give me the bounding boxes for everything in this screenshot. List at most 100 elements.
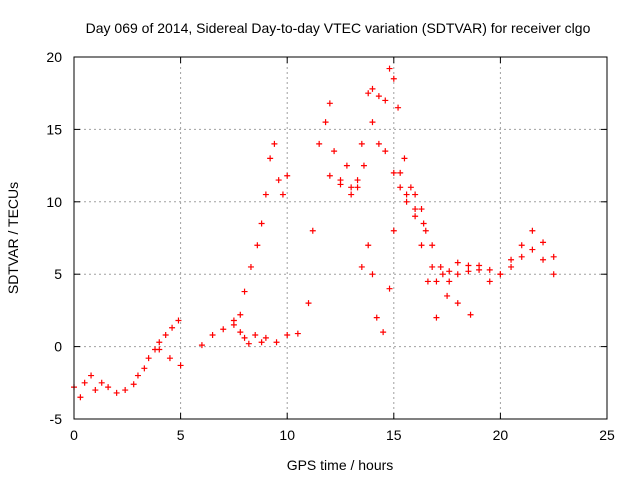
data-point [424, 278, 431, 285]
data-point [322, 119, 329, 126]
data-point [166, 355, 173, 362]
data-point [77, 394, 84, 401]
data-point [348, 184, 355, 191]
data-point [113, 389, 120, 396]
data-point [175, 317, 182, 324]
data-point [365, 90, 372, 97]
data-point [397, 169, 404, 176]
data-point [88, 372, 95, 379]
data-point [418, 206, 425, 213]
x-tick-label: 10 [279, 427, 295, 443]
y-axis-title: SDTVAR / TECUs [5, 182, 21, 294]
y-tick-label: 10 [46, 194, 62, 210]
data-point [209, 332, 216, 339]
data-point [262, 191, 269, 198]
data-point [198, 342, 205, 349]
data-point [401, 155, 408, 162]
data-point [382, 97, 389, 104]
data-point [305, 300, 312, 307]
data-point [369, 271, 376, 278]
data-point [284, 332, 291, 339]
data-point [316, 140, 323, 147]
data-point [237, 329, 244, 336]
data-point [550, 253, 557, 260]
data-point [162, 332, 169, 339]
x-axis-title: GPS time / hours [287, 457, 394, 473]
data-point [365, 242, 372, 249]
data-point [354, 184, 361, 191]
data-point [467, 311, 474, 318]
data-point [279, 191, 286, 198]
data-point [429, 263, 436, 270]
data-point [294, 330, 301, 337]
data-point [386, 285, 393, 292]
data-point [433, 278, 440, 285]
data-point [343, 162, 350, 169]
x-tick-label: 25 [599, 427, 615, 443]
data-point [412, 213, 419, 220]
data-point [508, 263, 515, 270]
y-tick-label: 5 [54, 266, 62, 282]
data-point [508, 256, 515, 263]
data-point [309, 227, 316, 234]
data-series-sdtvar [71, 65, 557, 401]
data-point [177, 362, 184, 369]
data-point [444, 292, 451, 299]
data-point [369, 119, 376, 126]
data-point [486, 266, 493, 273]
data-point [130, 381, 137, 388]
data-point [446, 268, 453, 275]
data-point [375, 140, 382, 147]
data-point [241, 334, 248, 341]
data-point [412, 206, 419, 213]
data-point [380, 329, 387, 336]
data-point [331, 148, 338, 155]
data-point [284, 172, 291, 179]
x-tick-label: 15 [386, 427, 402, 443]
data-point [390, 227, 397, 234]
data-point [403, 198, 410, 205]
data-point [254, 242, 261, 249]
data-point [540, 239, 547, 246]
data-point [518, 242, 525, 249]
data-point [418, 242, 425, 249]
data-point [420, 220, 427, 227]
y-tick-label: 20 [46, 49, 62, 65]
data-point [540, 256, 547, 263]
data-point [550, 271, 557, 278]
data-point [354, 177, 361, 184]
data-point [360, 162, 367, 169]
plot-frame [73, 56, 608, 420]
data-point [258, 339, 265, 346]
data-point [497, 271, 504, 278]
chart-title: Day 069 of 2014, Sidereal Day-to-day VTE… [86, 20, 591, 36]
data-point [437, 263, 444, 270]
data-point [326, 100, 333, 107]
data-point [358, 263, 365, 270]
data-point [252, 332, 259, 339]
data-point [375, 93, 382, 100]
data-point [518, 253, 525, 260]
data-point [348, 191, 355, 198]
data-point [529, 227, 536, 234]
data-point [476, 262, 483, 269]
data-point [98, 379, 105, 386]
data-point [145, 355, 152, 362]
data-point [156, 339, 163, 346]
data-point [267, 155, 274, 162]
y-tick-label: 15 [46, 121, 62, 137]
data-point [407, 184, 414, 191]
data-point [220, 326, 227, 333]
data-point [271, 140, 278, 147]
data-point [134, 372, 141, 379]
data-point [241, 288, 248, 295]
data-point [262, 334, 269, 341]
data-point [237, 311, 244, 318]
data-point [454, 271, 461, 278]
data-point [326, 172, 333, 179]
data-point [141, 365, 148, 372]
grid-lines [74, 57, 607, 419]
x-tick-label: 20 [493, 427, 509, 443]
data-point [373, 314, 380, 321]
